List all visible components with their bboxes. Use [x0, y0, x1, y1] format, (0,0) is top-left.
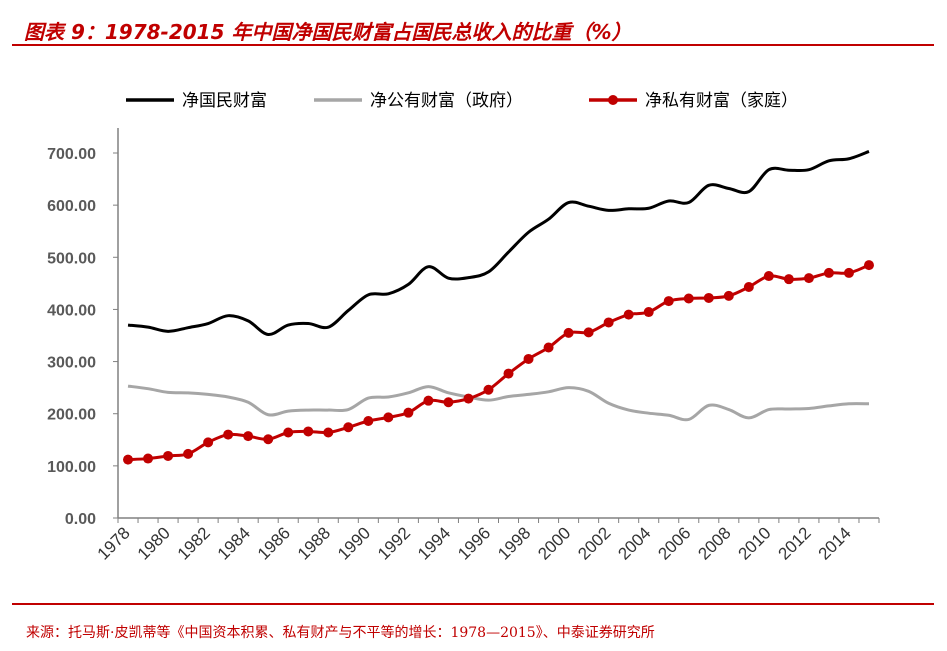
x-tick-label: 1984	[214, 523, 254, 563]
x-tick-label: 1988	[294, 523, 334, 563]
data-point	[123, 454, 134, 465]
x-tick-label: 2010	[735, 523, 775, 563]
data-point	[703, 292, 714, 303]
x-tick-label: 2000	[534, 523, 574, 563]
x-tick-label: 2012	[775, 523, 815, 563]
x-tick-label: 2014	[815, 523, 855, 563]
series-line-1	[127, 150, 870, 336]
source-divider	[12, 603, 934, 605]
data-point	[663, 296, 674, 307]
x-tick-label: 1996	[454, 523, 494, 563]
legend-label: 净国民财富	[182, 91, 267, 111]
y-axis-ticks: 0.00 100.00 200.00 300.00 400.00 500.00 600.00…	[47, 146, 118, 528]
x-tick-label: 2008	[694, 523, 734, 563]
x-tick-label: 2004	[614, 523, 654, 563]
data-point	[563, 327, 574, 338]
data-point	[683, 293, 694, 304]
data-point	[643, 307, 654, 318]
data-point	[363, 416, 374, 427]
data-point	[843, 267, 854, 278]
legend-label: 净公有财富（政府）	[370, 91, 523, 111]
chart-series	[123, 150, 874, 465]
data-point	[143, 453, 154, 464]
page-title: 图表 9：1978-2015 年中国净国民财富占国民总收入的比重（%）	[24, 20, 632, 44]
x-tick-label: 1986	[254, 523, 294, 563]
data-point	[463, 393, 474, 404]
data-point	[863, 260, 874, 271]
data-point	[603, 317, 614, 328]
y-tick-label: 300.00	[47, 355, 96, 372]
data-point	[203, 437, 214, 448]
chart-axes	[117, 128, 879, 519]
y-tick-label: 200.00	[47, 407, 96, 424]
data-point	[723, 290, 734, 301]
data-point	[583, 327, 594, 338]
data-point	[263, 434, 274, 445]
data-point	[783, 274, 794, 285]
x-axis-ticks: 1978 1980 1982 1984 1986 1988 1990 1992 1994 1996…	[94, 518, 880, 564]
data-point	[183, 448, 194, 459]
data-point	[823, 267, 834, 278]
data-point	[543, 342, 554, 353]
data-point	[163, 450, 174, 461]
data-point	[423, 395, 434, 406]
data-point	[243, 431, 254, 442]
series-line-2	[127, 384, 869, 422]
source-note: 来源：托马斯·皮凯蒂等《中国资本积累、私有财产与不平等的增长：1978—2015…	[26, 625, 655, 641]
data-point	[623, 309, 634, 320]
x-tick-label: 1998	[494, 523, 534, 563]
x-tick-label: 1992	[374, 523, 414, 563]
data-point	[503, 368, 514, 379]
data-point	[763, 271, 774, 282]
data-point	[523, 353, 534, 364]
y-tick-label: 700.00	[47, 146, 96, 163]
x-tick-label: 1994	[414, 523, 454, 563]
data-point	[323, 427, 334, 438]
series-line-3	[127, 263, 870, 462]
data-point	[283, 427, 294, 438]
data-point	[743, 282, 754, 293]
y-tick-label: 500.00	[47, 250, 96, 267]
legend-label: 净私有财富（家庭）	[645, 91, 798, 111]
y-tick-label: 600.00	[47, 198, 96, 215]
data-point	[483, 384, 494, 395]
x-tick-label: 1980	[134, 523, 174, 563]
data-point	[443, 397, 454, 408]
data-point	[403, 407, 414, 418]
data-point	[383, 412, 394, 423]
data-point	[223, 429, 234, 440]
y-tick-label: 400.00	[47, 302, 96, 319]
title-divider	[12, 44, 934, 46]
x-tick-label: 2002	[574, 523, 614, 563]
chart-legend: 净国民财富 净公有财富（政府） 净私有财富（家庭）	[126, 91, 798, 111]
data-point	[303, 426, 314, 437]
x-tick-label: 1982	[174, 523, 214, 563]
data-point	[803, 273, 814, 284]
y-tick-label: 0.00	[65, 511, 96, 528]
x-tick-label: 2006	[654, 523, 694, 563]
x-tick-label: 1978	[94, 523, 134, 563]
data-point	[343, 422, 354, 433]
y-tick-label: 100.00	[47, 459, 96, 476]
x-tick-label: 1990	[334, 523, 374, 563]
legend-marker	[608, 95, 618, 105]
